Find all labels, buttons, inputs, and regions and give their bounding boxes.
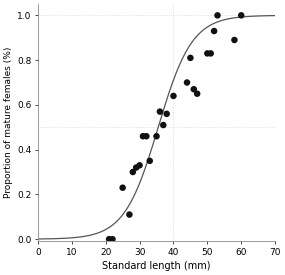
Point	[212, 29, 216, 33]
Point	[131, 170, 135, 174]
Point	[188, 56, 193, 60]
Point	[208, 51, 213, 56]
Point	[141, 134, 145, 138]
Point	[195, 92, 200, 96]
Point	[164, 112, 169, 116]
Point	[120, 186, 125, 190]
Point	[110, 237, 115, 241]
Point	[239, 13, 243, 18]
Point	[147, 159, 152, 163]
Point	[154, 134, 159, 138]
Point	[232, 38, 237, 42]
Point	[134, 165, 139, 170]
X-axis label: Standard length (mm): Standard length (mm)	[102, 261, 211, 271]
Point	[215, 13, 220, 18]
Point	[161, 123, 166, 127]
Y-axis label: Proportion of mature females (%): Proportion of mature females (%)	[4, 47, 13, 199]
Point	[107, 237, 111, 241]
Point	[205, 51, 209, 56]
Point	[171, 94, 176, 98]
Point	[185, 80, 189, 85]
Point	[127, 212, 132, 217]
Point	[192, 87, 196, 91]
Point	[158, 109, 162, 114]
Point	[144, 134, 149, 138]
Point	[137, 163, 142, 167]
